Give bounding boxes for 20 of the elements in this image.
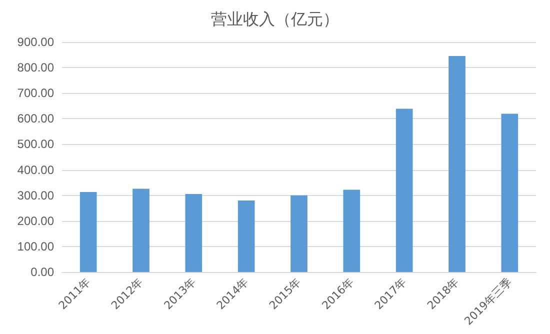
bar [343,190,360,272]
y-tick-label: 100.00 [17,239,54,254]
y-tick-label: 900.00 [17,35,54,49]
bar [185,194,202,272]
y-tick-label: 0.00 [30,265,54,279]
chart-title: 营业收入（亿元） [211,10,339,28]
y-tick-label: 700.00 [17,86,54,100]
y-tick-label: 200.00 [17,214,54,228]
bar [290,195,308,272]
bar [80,192,97,272]
bar [448,56,466,272]
y-tick-label: 500.00 [17,137,54,152]
y-tick-label: 800.00 [17,60,54,75]
bar [501,114,518,272]
bar [396,108,413,272]
y-tick-label: 600.00 [17,112,54,126]
y-tick-label: 400.00 [17,162,54,177]
y-tick-label: 300.00 [17,188,54,202]
bar [238,200,255,272]
bar [132,188,150,272]
